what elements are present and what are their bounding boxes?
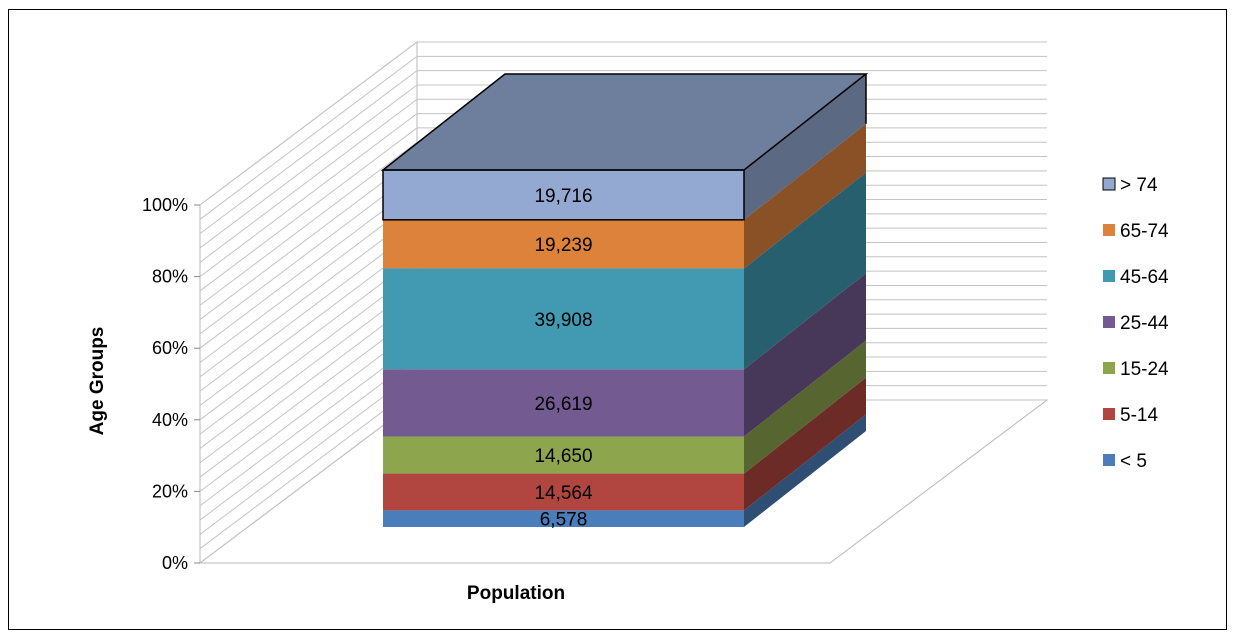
bar-segment: [383, 436, 744, 474]
bar-side-4: [744, 172, 866, 370]
gridline: [199, 55, 1047, 220]
legend-label: < 5: [1120, 451, 1147, 472]
gridline: [199, 70, 1047, 235]
y-tick-label: 80%: [152, 267, 188, 287]
legend-swatch: [1103, 316, 1115, 328]
data-label: 19,716: [534, 186, 592, 207]
data-label: 39,908: [534, 310, 592, 331]
bar-segment: [383, 510, 744, 527]
data-label: 6,578: [540, 510, 588, 531]
x-axis-title: Population: [467, 583, 565, 604]
bar-side-3: [744, 273, 866, 437]
legend-label: 5-14: [1120, 405, 1158, 426]
data-label: 19,239: [534, 235, 592, 256]
y-tick-label: 60%: [152, 338, 188, 358]
bar-side-5: [744, 123, 866, 269]
bar-segment: [383, 219, 744, 269]
bar-segment: [383, 268, 744, 370]
data-label: 26,619: [534, 394, 592, 415]
bar-segment: [383, 170, 744, 220]
legend: > 74 65-74 45-64 25-44 15-24 5-14 < 5: [1102, 175, 1169, 472]
data-label: 14,564: [534, 483, 593, 504]
bar-side-0: [744, 414, 866, 527]
y-tick-label: 0%: [162, 553, 188, 573]
data-label: 14,650: [534, 446, 592, 467]
y-axis-title: Age Groups: [87, 327, 108, 436]
legend-swatch: [1103, 270, 1115, 282]
bar-segment-outline: [382, 169, 745, 221]
legend-label: 65-74: [1120, 221, 1169, 242]
legend-swatch: [1102, 177, 1116, 191]
y-tick-label: 40%: [152, 410, 188, 430]
legend-swatch: [1103, 454, 1115, 466]
legend-label: 15-24: [1120, 359, 1169, 380]
y-tick-label: 100%: [142, 195, 188, 215]
y-axis-ticks: 0% 20% 40% 60% 80% 100%: [142, 195, 200, 573]
legend-swatch: [1103, 224, 1115, 236]
legend-swatch: [1103, 408, 1115, 420]
bar-segment: [383, 369, 744, 437]
bar-side-6: [744, 74, 866, 220]
bar-stack: [380, 73, 869, 527]
legend-label: 45-64: [1120, 267, 1169, 288]
legend-swatch: [1103, 362, 1115, 374]
gridline: [199, 41, 1047, 206]
data-labels: 6,578 14,564 14,650 26,619 39,908 19,239 19,71…: [534, 186, 593, 531]
legend-label: 25-44: [1120, 313, 1169, 334]
legend-label: > 74: [1120, 175, 1158, 196]
bar-side-2: [744, 340, 866, 474]
bar-side-1: [744, 377, 866, 511]
y-tick-label: 20%: [152, 481, 188, 501]
bar-segment: [383, 473, 744, 511]
